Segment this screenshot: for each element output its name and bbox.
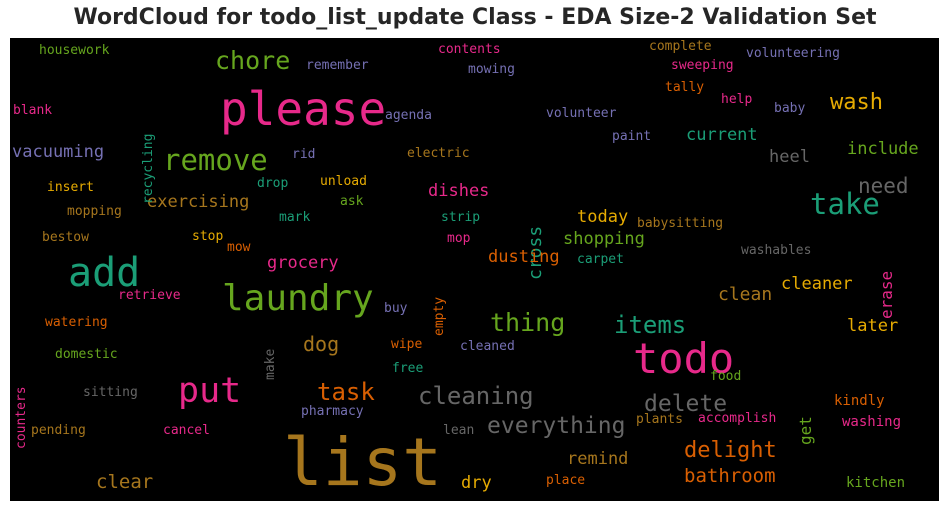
word-current: current bbox=[686, 125, 758, 145]
word-counters: counters bbox=[14, 386, 29, 450]
word-take: take bbox=[810, 187, 880, 221]
word-carpet: carpet bbox=[577, 252, 624, 267]
word-accomplish: accomplish bbox=[698, 411, 777, 426]
word-blank: blank bbox=[13, 103, 53, 118]
word-complete: complete bbox=[649, 39, 712, 54]
word-items: items bbox=[614, 311, 687, 339]
word-mopping: mopping bbox=[67, 204, 122, 219]
word-volunteer: volunteer bbox=[546, 106, 617, 121]
word-dry: dry bbox=[461, 473, 492, 493]
word-washing: washing bbox=[842, 414, 902, 430]
word-grocery: grocery bbox=[267, 253, 339, 273]
word-heel: heel bbox=[769, 147, 810, 167]
word-electric: electric bbox=[407, 146, 470, 161]
word-babysitting: babysitting bbox=[637, 216, 724, 231]
word-tally: tally bbox=[665, 80, 705, 95]
word-exercising: exercising bbox=[147, 192, 250, 212]
word-cancel: cancel bbox=[163, 423, 210, 438]
word-volunteering: volunteering bbox=[746, 46, 840, 61]
word-delete: delete bbox=[644, 391, 728, 417]
word-dusting: dusting bbox=[488, 247, 560, 267]
word-pending: pending bbox=[31, 423, 86, 438]
word-put: put bbox=[178, 371, 242, 411]
word-housework: housework bbox=[39, 43, 110, 58]
word-unload: unload bbox=[320, 174, 367, 189]
word-wipe: wipe bbox=[391, 337, 423, 352]
word-everything: everything bbox=[487, 413, 626, 439]
word-wash: wash bbox=[830, 90, 883, 115]
word-include: include bbox=[847, 139, 919, 159]
word-cleaner: cleaner bbox=[781, 274, 853, 294]
word-free: free bbox=[392, 361, 424, 376]
word-laundry: laundry bbox=[222, 278, 374, 319]
word-sitting: sitting bbox=[83, 385, 138, 400]
word-make: make bbox=[263, 348, 278, 381]
word-rid: rid bbox=[292, 147, 316, 162]
word-plants: plants bbox=[636, 412, 683, 427]
word-today: today bbox=[577, 207, 629, 227]
word-todo: todo bbox=[633, 334, 735, 383]
word-mowing: mowing bbox=[468, 62, 515, 77]
word-task: task bbox=[317, 378, 375, 406]
word-insert: insert bbox=[47, 180, 94, 195]
word-list: list bbox=[283, 424, 442, 501]
word-need: need bbox=[858, 174, 909, 198]
word-cleaning: cleaning bbox=[418, 382, 534, 410]
word-mow: mow bbox=[227, 240, 251, 255]
word-get: get bbox=[796, 415, 815, 445]
word-thing: thing bbox=[490, 308, 566, 337]
word-delight: delight bbox=[684, 438, 777, 463]
word-stop: stop bbox=[192, 229, 224, 244]
word-bestow: bestow bbox=[42, 230, 89, 245]
word-lean: lean bbox=[443, 423, 475, 438]
word-contents: contents bbox=[438, 42, 501, 57]
word-remind: remind bbox=[567, 449, 629, 469]
word-domestic: domestic bbox=[55, 347, 118, 362]
word-kindly: kindly bbox=[834, 393, 885, 409]
word-clean: clean bbox=[718, 284, 773, 305]
word-dog: dog bbox=[303, 332, 340, 356]
word-agenda: agenda bbox=[385, 108, 432, 123]
word-sweeping: sweeping bbox=[671, 58, 734, 73]
word-remove: remove bbox=[163, 143, 268, 177]
word-cleaned: cleaned bbox=[460, 339, 515, 354]
word-help: help bbox=[721, 92, 753, 107]
word-chore: chore bbox=[215, 46, 291, 75]
chart-title: WordCloud for todo_list_update Class - E… bbox=[73, 5, 877, 30]
word-drop: drop bbox=[257, 176, 289, 191]
word-baby: baby bbox=[774, 101, 806, 116]
word-vacuuming: vacuuming bbox=[12, 142, 105, 162]
word-washables: washables bbox=[741, 243, 812, 258]
word-empty: empty bbox=[432, 296, 447, 336]
word-place: place bbox=[546, 473, 586, 488]
word-paint: paint bbox=[612, 129, 652, 144]
word-strip: strip bbox=[441, 210, 481, 225]
word-please: please bbox=[220, 82, 387, 136]
word-later: later bbox=[847, 316, 899, 336]
word-erase: erase bbox=[877, 270, 896, 319]
word-remember: remember bbox=[306, 58, 369, 73]
word-clear: clear bbox=[96, 471, 154, 493]
word-mark: mark bbox=[279, 210, 311, 225]
word-buy: buy bbox=[384, 301, 408, 316]
wordcloud-canvas: list please todo add laundry put remove take cho… bbox=[10, 38, 939, 501]
word-dishes: dishes bbox=[428, 181, 490, 201]
word-mop: mop bbox=[447, 231, 471, 246]
word-recycling: recycling bbox=[141, 133, 156, 205]
word-bathroom: bathroom bbox=[684, 465, 776, 487]
word-add: add bbox=[68, 250, 141, 296]
word-kitchen: kitchen bbox=[846, 475, 906, 491]
word-ask: ask bbox=[340, 194, 364, 209]
word-retrieve: retrieve bbox=[118, 288, 181, 303]
word-shopping: shopping bbox=[563, 229, 645, 249]
word-pharmacy: pharmacy bbox=[301, 404, 364, 419]
word-food: food bbox=[710, 369, 742, 384]
word-watering: watering bbox=[45, 315, 108, 330]
